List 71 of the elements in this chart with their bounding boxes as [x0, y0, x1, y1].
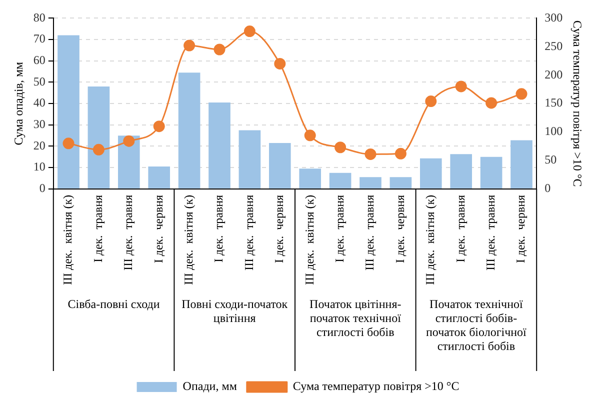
point [425, 96, 437, 108]
x-tick-label: III дек. квітня (к) [423, 194, 438, 286]
point [486, 97, 498, 109]
y-tick-label: 0 [39, 181, 46, 196]
y-tick-label: 80 [33, 10, 46, 24]
x-tick-label: I дек. травня [212, 194, 226, 263]
bar [420, 158, 442, 188]
x-tick-label: III дек. квітня (к) [60, 194, 75, 286]
point [123, 135, 135, 147]
bar [58, 35, 80, 188]
x-tick-label: III дек. травня [121, 194, 136, 270]
x-tick-label: III дек. квітня (к) [302, 194, 316, 286]
bar [148, 166, 170, 188]
bar [178, 72, 200, 188]
point [516, 88, 528, 100]
x-tick-label: III дек. квітня (к) [181, 194, 196, 286]
y-tick-label: 20 [33, 138, 46, 152]
bar [88, 86, 110, 188]
x-tick-label: I дек. травня [332, 194, 346, 263]
bar [329, 172, 352, 188]
point [214, 44, 226, 56]
bar [510, 140, 532, 188]
x-tick-label: I дек. червня [272, 194, 286, 264]
text: Повні сходи-початок цвітіння [182, 297, 288, 326]
x-tick-label: I дек. травня [90, 194, 105, 263]
x-tick-label: III дек. травня [242, 194, 256, 270]
text: Початок технічної стиглості бобів-початок біологічної стиглості бобів [426, 297, 528, 354]
bar [299, 168, 322, 188]
legend-label: Сума температур повітря >10 °C [292, 379, 460, 394]
bar [450, 154, 472, 188]
bar [360, 177, 382, 188]
y2-axis-title: Сума температур повітря >10 °C [570, 20, 585, 187]
point [62, 138, 74, 150]
bar [390, 177, 412, 188]
y2-tick-label: 0 [544, 181, 551, 196]
x-tick-label: I дек. червня [514, 194, 528, 264]
point [394, 148, 406, 160]
x-tick-label: III дек. травня [362, 194, 377, 270]
y-tick-label: 40 [33, 96, 46, 110]
x-tick-label: I дек. червня [392, 194, 407, 264]
legend-label: Опади, мм [182, 379, 238, 394]
y-tick-label: 60 [33, 53, 46, 68]
y-tick-label: 30 [33, 117, 46, 132]
y-tick-label: 50 [33, 74, 46, 88]
x-tick-label: I дек. травня [453, 194, 468, 263]
bar [268, 143, 291, 188]
y2-tick-label: 150 [544, 96, 563, 110]
bar [208, 102, 230, 188]
text: Початок цвітіння-початок технічної стиглості бобів [310, 297, 402, 340]
x-tick-label: I дек. червня [151, 194, 166, 264]
x-tick-label: III дек. травня [483, 194, 498, 270]
point [364, 148, 376, 160]
point [244, 26, 256, 38]
y2-tick-label: 300 [544, 10, 563, 24]
point [304, 130, 316, 142]
y-tick-label: 10 [33, 160, 46, 174]
bar [480, 156, 502, 188]
y2-tick-label: 50 [544, 152, 557, 167]
y2-tick-label: 250 [544, 38, 563, 53]
y2-tick-label: 100 [544, 124, 563, 138]
text: Сівба-повні сходи [68, 297, 160, 312]
point [455, 80, 467, 92]
point [153, 120, 165, 132]
bar [238, 130, 261, 188]
y-axis-title: Сума опадів, мм [11, 61, 26, 146]
point [334, 142, 346, 154]
point [274, 58, 286, 70]
y2-tick-label: 200 [544, 67, 563, 82]
point [92, 144, 104, 156]
y-tick-label: 70 [33, 32, 46, 46]
point [184, 40, 196, 52]
